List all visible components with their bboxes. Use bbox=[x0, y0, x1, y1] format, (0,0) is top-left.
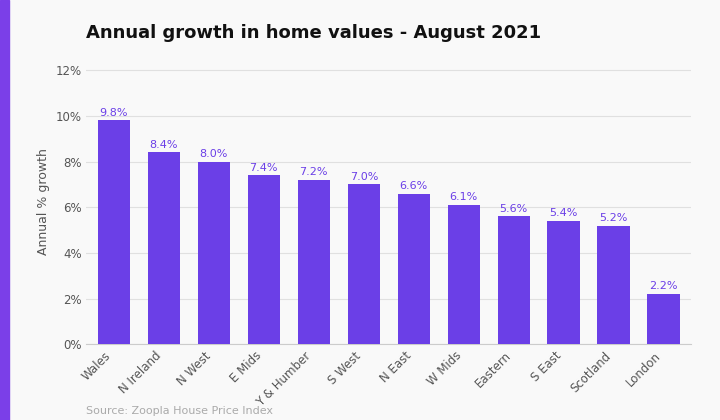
Text: 2.2%: 2.2% bbox=[649, 281, 678, 291]
Text: 9.8%: 9.8% bbox=[99, 108, 128, 118]
Bar bbox=[248, 175, 280, 344]
Text: 5.2%: 5.2% bbox=[600, 213, 628, 223]
Y-axis label: Annual % growth: Annual % growth bbox=[37, 148, 50, 255]
Text: 6.1%: 6.1% bbox=[450, 192, 478, 202]
Text: Annual growth in home values - August 2021: Annual growth in home values - August 20… bbox=[86, 24, 541, 42]
Text: 5.4%: 5.4% bbox=[549, 208, 578, 218]
Bar bbox=[397, 194, 430, 344]
Bar bbox=[348, 184, 380, 344]
Bar bbox=[98, 121, 130, 344]
Text: 6.6%: 6.6% bbox=[400, 181, 428, 191]
Bar bbox=[598, 226, 630, 344]
Bar bbox=[197, 162, 230, 344]
Bar bbox=[647, 294, 680, 344]
Text: 7.4%: 7.4% bbox=[250, 163, 278, 173]
Text: 5.6%: 5.6% bbox=[500, 204, 528, 214]
Text: 7.2%: 7.2% bbox=[300, 167, 328, 177]
Text: 8.0%: 8.0% bbox=[199, 149, 228, 159]
Bar bbox=[448, 205, 480, 344]
Bar bbox=[297, 180, 330, 344]
Bar bbox=[547, 221, 580, 344]
Bar bbox=[148, 152, 180, 344]
Bar bbox=[498, 216, 530, 344]
Text: Source: Zoopla House Price Index: Source: Zoopla House Price Index bbox=[86, 406, 274, 416]
Text: 8.4%: 8.4% bbox=[150, 140, 178, 150]
Text: 7.0%: 7.0% bbox=[350, 172, 378, 182]
